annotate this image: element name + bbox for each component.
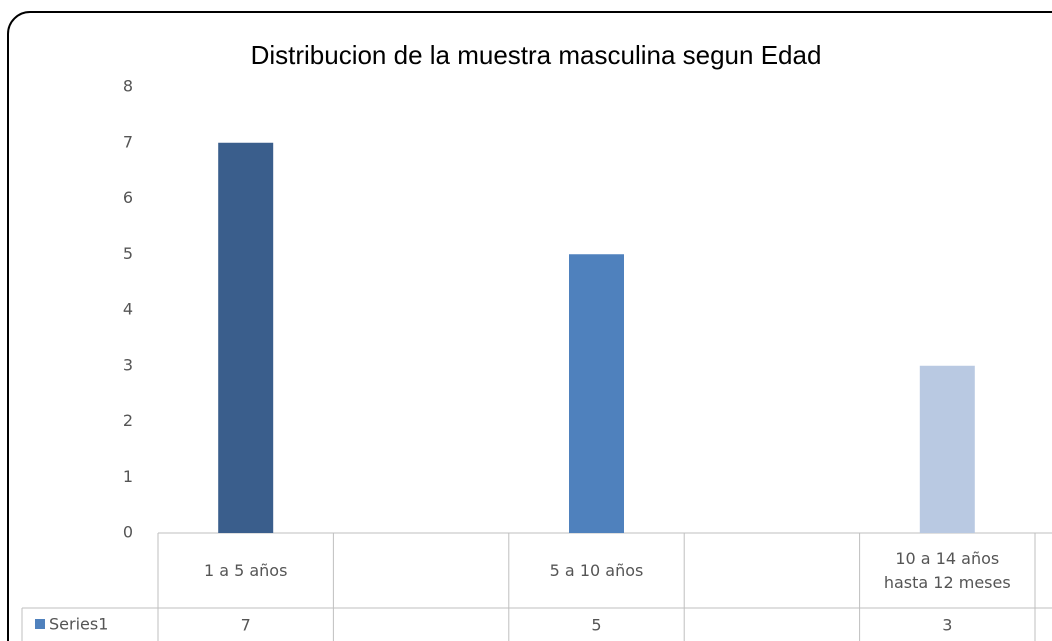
bar: [218, 142, 274, 533]
x-tick-label: 10 a 14 años hasta 12 meses: [883, 548, 1011, 592]
legend-label: Series1: [49, 615, 108, 634]
y-tick-label: 6: [123, 188, 133, 207]
legend-swatch: [35, 619, 45, 629]
y-tick-label: 0: [123, 523, 133, 542]
bar: [569, 254, 624, 533]
y-tick-label: 1: [123, 467, 133, 486]
y-tick-label: 7: [123, 132, 133, 151]
y-tick-label: 4: [123, 300, 133, 319]
table-value: 7: [241, 616, 251, 635]
y-tick-label: 2: [123, 411, 133, 430]
y-tick-label: 5: [123, 244, 133, 263]
x-tick-label-box: 10 a 14 años hasta 12 meses: [883, 548, 1011, 592]
x-tick-label-box: 5 a 10 años: [549, 560, 644, 580]
chart-title: Distribucion de la muestra masculina seg…: [251, 40, 822, 70]
bar: [919, 365, 975, 533]
y-tick-label: 3: [123, 355, 133, 374]
x-tick-label: 1 a 5 años: [203, 560, 288, 580]
table-value: 3: [942, 616, 952, 635]
table-value: 5: [591, 616, 601, 635]
x-tick-label: 5 a 10 años: [549, 560, 644, 580]
x-tick-label-box: 1 a 5 años: [203, 560, 288, 580]
y-tick-label: 8: [123, 77, 133, 96]
